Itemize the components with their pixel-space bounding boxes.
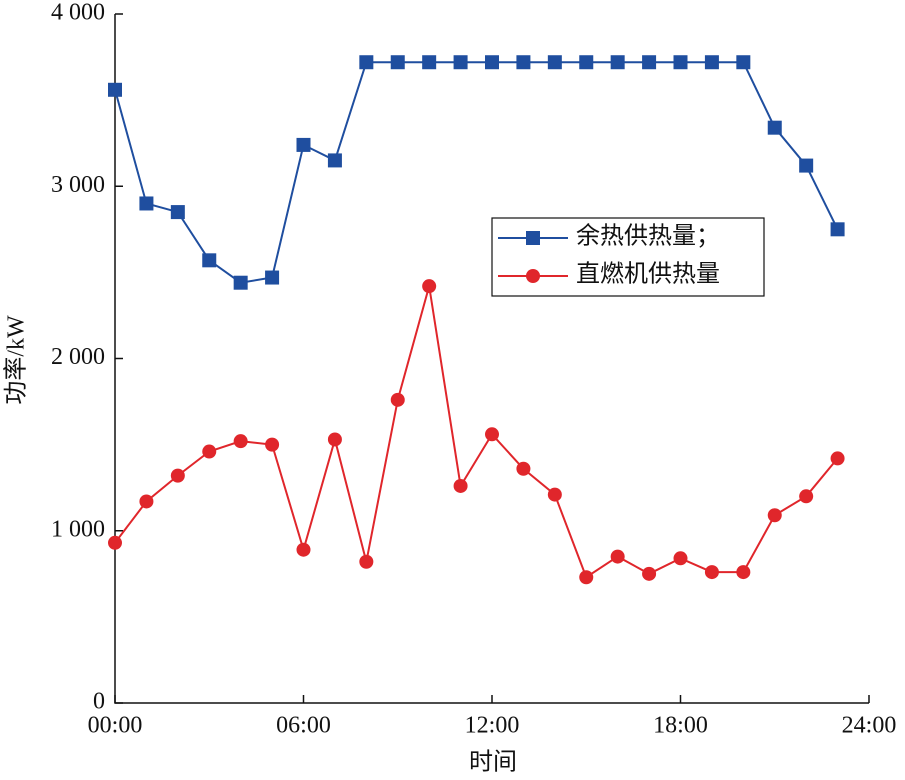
y-axis-label: 功率/kW [3,315,30,405]
marker [265,437,280,452]
marker [704,565,719,580]
marker [233,275,248,290]
x-axis-label: 时间 [469,749,517,776]
marker [547,55,562,70]
y-tick-label: 2 000 [51,344,105,370]
y-tick-label: 0 [93,689,105,715]
series-line [114,285,839,579]
marker [830,222,845,237]
marker [485,55,499,70]
marker [327,432,342,447]
marker [579,55,594,70]
marker [453,55,468,70]
legend-label: 直燃机供热量 [576,261,720,288]
x-tick-label: 18:00 [653,713,708,739]
x-tick-label: 00:00 [88,713,143,739]
marker [642,566,657,581]
marker [422,279,437,294]
marker [642,55,657,70]
marker [422,55,437,70]
marker [139,494,154,509]
marker [265,270,280,285]
marker [579,570,594,585]
y-tick-label: 4 000 [51,0,105,26]
marker [767,120,782,135]
marker [736,565,751,580]
marker [327,153,342,168]
marker [202,253,217,268]
marker [736,55,751,70]
marker [296,542,311,557]
marker [610,55,625,70]
marker [108,82,122,97]
marker [108,535,122,550]
marker [799,489,814,504]
y-tick-label: 3 000 [51,172,105,198]
marker [610,549,625,564]
marker [359,554,374,569]
marker [830,451,845,466]
marker [767,508,782,523]
marker [673,55,688,70]
legend-label: 余热供热量； [576,223,720,250]
marker [799,158,814,173]
marker [453,478,468,493]
marker [485,427,499,442]
marker [704,55,719,70]
axes [114,14,869,704]
marker [516,461,531,476]
y-tick-label: 1 000 [51,516,105,542]
marker [170,468,185,483]
legend-marker [526,269,540,283]
marker [202,444,217,459]
marker [170,205,185,220]
x-tick-label: 06:00 [276,713,331,739]
marker [233,434,248,449]
marker [390,392,405,407]
marker [139,196,154,211]
x-tick-label: 12:00 [465,713,520,739]
marker [359,55,374,70]
marker [296,137,311,152]
legend-marker [526,231,540,245]
x-tick-label: 24:00 [842,713,897,739]
marker [516,55,531,70]
marker [390,55,405,70]
marker [547,487,562,502]
marker [673,551,688,566]
